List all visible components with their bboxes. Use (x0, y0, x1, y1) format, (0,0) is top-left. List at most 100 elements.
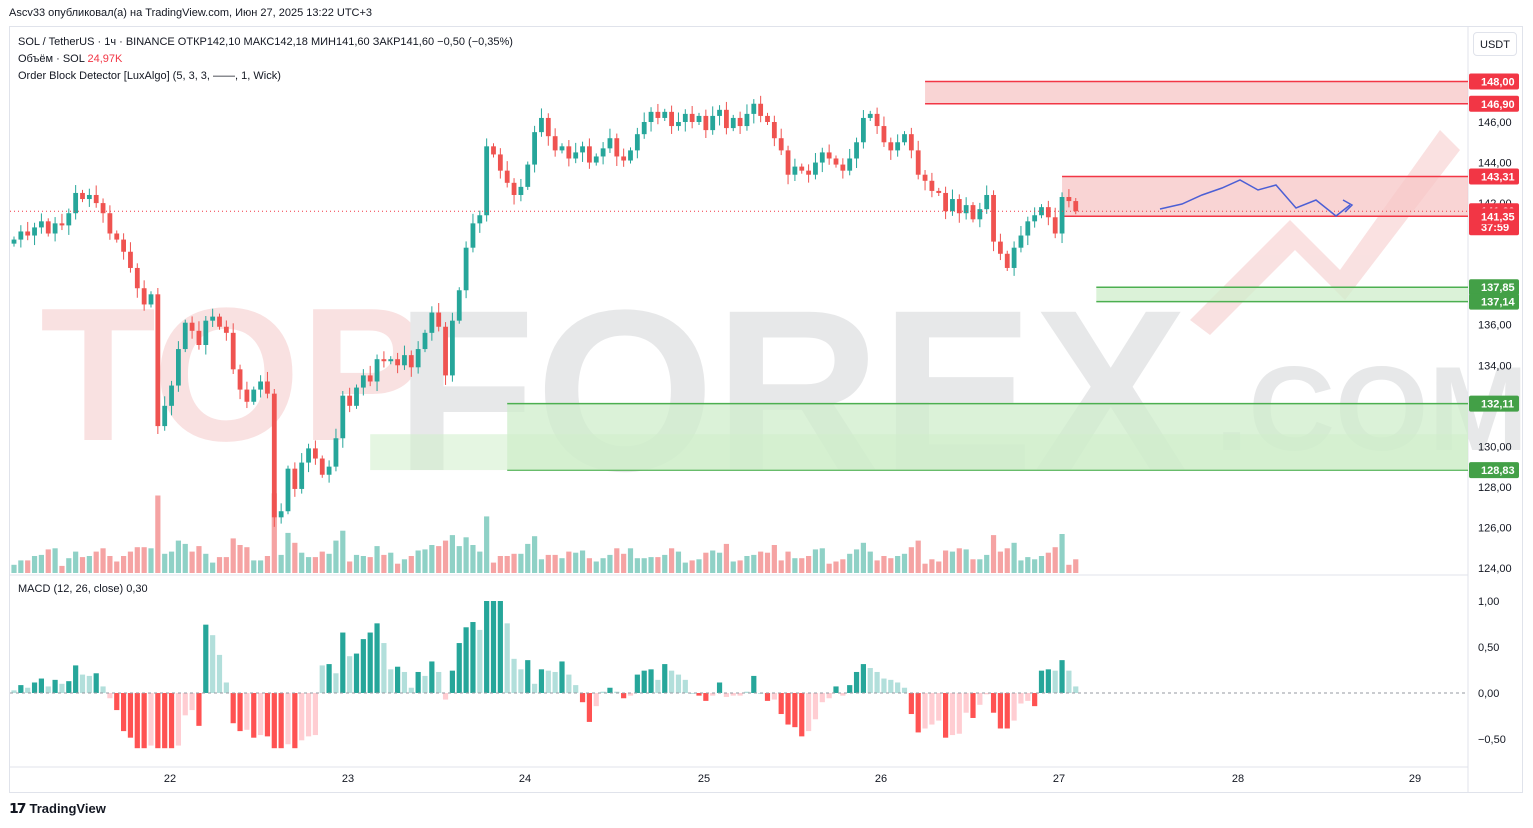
tradingview-logo[interactable]: 𝟭𝟳 TradingView (9, 800, 106, 817)
volume-bar (210, 562, 216, 573)
volume-bar (552, 554, 558, 573)
macd-bar (93, 673, 99, 693)
macd-bar (25, 687, 31, 693)
volume-bar (895, 556, 901, 573)
symbol-label[interactable]: SOL / TetherUS · 1ч · BINANCE (18, 36, 175, 48)
candle-body (778, 138, 784, 151)
volume-bar (579, 550, 586, 573)
volume-bar (682, 562, 688, 573)
macd-bar (148, 693, 154, 746)
macd-bar (607, 687, 613, 693)
volume-bar (374, 546, 380, 573)
macd-tick-label: 0,00 (1478, 688, 1499, 700)
volume-bar (429, 545, 435, 573)
price-badge (1469, 168, 1519, 185)
volume-bar (1073, 559, 1079, 573)
candle-body (1045, 207, 1051, 218)
volume-bar (449, 535, 455, 573)
macd-bar (168, 693, 175, 749)
price-badge (1469, 73, 1519, 90)
macd-bar (977, 693, 983, 705)
macd-bar (436, 671, 442, 693)
macd-bar (258, 693, 264, 736)
candle-body (169, 385, 174, 406)
volume-bar (799, 558, 805, 573)
candle-body (415, 349, 421, 368)
volume-bar (614, 548, 620, 573)
candle-body (861, 117, 866, 143)
candle-body (484, 146, 490, 216)
volume-bar (45, 549, 51, 573)
macd-bar (292, 693, 298, 749)
candle-body (45, 221, 51, 234)
time-tick-label: 25 (698, 773, 710, 785)
macd-bar (675, 674, 682, 693)
chart-frame[interactable] (9, 26, 1523, 793)
macd-bar (614, 691, 620, 693)
macd-bar (490, 601, 497, 693)
macd-bar (216, 654, 223, 693)
volume-bar (949, 551, 956, 573)
volume-bar (710, 550, 716, 573)
macd-bar (682, 679, 688, 693)
candle-body (367, 375, 373, 382)
macd-bar (223, 682, 229, 693)
volume-bar (86, 556, 92, 573)
volume-bar (888, 558, 894, 573)
volume-bar (11, 564, 17, 573)
macd-bar (38, 678, 44, 693)
candle-body (347, 395, 353, 406)
volume-bar (470, 545, 476, 573)
volume-bar (545, 554, 551, 573)
macd-bar (566, 674, 572, 693)
candle-body (854, 142, 859, 159)
price-badge-label: 137,85 (1481, 282, 1515, 294)
candle-body (922, 174, 928, 181)
volume-bar (525, 543, 531, 573)
macd-bar (66, 681, 72, 693)
macd-bar (31, 682, 38, 693)
candle-body (388, 359, 394, 362)
macd-bar (525, 660, 531, 693)
candle-body (93, 194, 99, 204)
candle-body (628, 150, 633, 161)
candle-body (450, 320, 455, 376)
candle-body (580, 146, 585, 153)
macd-bar (1073, 686, 1079, 693)
candle-body (381, 359, 387, 362)
watermark: TOP FOREX .COM (40, 130, 1528, 519)
macd-bar (504, 623, 510, 693)
volume-bar (867, 551, 873, 573)
candle-body (792, 166, 798, 175)
volume-bar (415, 550, 421, 573)
volume-bar (490, 562, 497, 573)
macd-bar (669, 670, 675, 693)
candle-body (908, 134, 914, 151)
volume-bar (860, 542, 866, 573)
volume-bar (696, 559, 702, 573)
candle-body (477, 215, 483, 224)
volume-bar (764, 552, 771, 573)
macd-bar (388, 669, 394, 693)
projection-path[interactable] (1159, 179, 1351, 217)
change-value: −0,50 (−0,35%) (437, 36, 513, 48)
volume-bar (381, 554, 387, 573)
macd-bar (833, 686, 839, 693)
order-block-zone (370, 434, 1469, 471)
candle-body (18, 231, 24, 240)
volume-label[interactable]: Объём · SOL (18, 53, 85, 65)
macd-label[interactable]: MACD (12, 26, close) (18, 583, 124, 595)
macd-bar (634, 674, 640, 693)
currency-button[interactable]: USDT (1473, 32, 1517, 56)
time-tick-label: 27 (1053, 773, 1065, 785)
macd-bar (826, 693, 832, 699)
volume-bar (367, 557, 373, 573)
candle-body (682, 113, 688, 122)
candle-body (518, 186, 524, 195)
volume-bar (881, 556, 887, 573)
candle-body (566, 146, 572, 159)
volume-bar (107, 556, 113, 573)
indicator-label[interactable]: Order Block Detector [LuxAlgo] (5, 3, 3,… (18, 70, 281, 82)
macd-bar (819, 693, 825, 703)
